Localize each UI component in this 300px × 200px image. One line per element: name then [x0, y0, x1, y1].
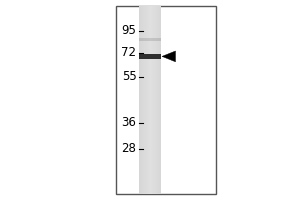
- Bar: [139, 141, 161, 144]
- Bar: [139, 166, 161, 169]
- Bar: [139, 106, 161, 109]
- Bar: [139, 169, 161, 172]
- Bar: [139, 68, 161, 72]
- Bar: [139, 50, 161, 53]
- Bar: [139, 9, 161, 12]
- Bar: [139, 18, 161, 22]
- Bar: [140, 6, 141, 194]
- Bar: [160, 6, 161, 194]
- Bar: [139, 172, 161, 175]
- Text: 36: 36: [122, 116, 136, 130]
- Bar: [139, 53, 161, 56]
- Bar: [139, 191, 161, 194]
- Bar: [139, 128, 161, 131]
- Bar: [150, 6, 151, 194]
- Bar: [156, 6, 157, 194]
- Bar: [139, 65, 161, 69]
- Bar: [154, 6, 156, 194]
- Bar: [139, 54, 161, 59]
- Bar: [139, 15, 161, 19]
- Bar: [139, 115, 161, 119]
- Bar: [139, 43, 161, 47]
- Bar: [139, 156, 161, 160]
- Bar: [139, 175, 161, 178]
- Bar: [146, 6, 147, 194]
- Bar: [159, 6, 160, 194]
- Text: 55: 55: [122, 71, 136, 84]
- Bar: [139, 112, 161, 116]
- Bar: [139, 21, 161, 25]
- Bar: [139, 40, 161, 44]
- Bar: [139, 6, 161, 9]
- Bar: [139, 34, 161, 37]
- Bar: [139, 31, 161, 34]
- Bar: [139, 137, 161, 141]
- Bar: [139, 125, 161, 128]
- Bar: [139, 119, 161, 122]
- Bar: [139, 75, 161, 78]
- Bar: [139, 162, 161, 166]
- Bar: [139, 28, 161, 31]
- Bar: [139, 6, 140, 194]
- Bar: [152, 6, 153, 194]
- Bar: [116, 6, 216, 194]
- Bar: [139, 181, 161, 185]
- Bar: [139, 147, 161, 150]
- Bar: [139, 97, 161, 100]
- Bar: [139, 12, 161, 15]
- Bar: [157, 6, 158, 194]
- Bar: [139, 90, 161, 94]
- Bar: [139, 144, 161, 147]
- Bar: [139, 153, 161, 156]
- Bar: [139, 38, 161, 41]
- Bar: [139, 78, 161, 81]
- Bar: [139, 62, 161, 66]
- Bar: [139, 134, 161, 138]
- Bar: [139, 178, 161, 181]
- Bar: [142, 6, 143, 194]
- Bar: [139, 59, 161, 62]
- Bar: [139, 37, 161, 40]
- Bar: [141, 6, 142, 194]
- Bar: [139, 103, 161, 106]
- Bar: [139, 150, 161, 153]
- Bar: [139, 47, 161, 50]
- Bar: [139, 159, 161, 163]
- Polygon shape: [162, 51, 175, 62]
- Bar: [139, 87, 161, 91]
- Bar: [139, 109, 161, 113]
- Bar: [139, 184, 161, 188]
- Bar: [139, 84, 161, 87]
- Bar: [139, 100, 161, 103]
- Text: 72: 72: [122, 46, 136, 60]
- Bar: [139, 188, 161, 191]
- Bar: [139, 25, 161, 28]
- Bar: [143, 6, 144, 194]
- Bar: [144, 6, 145, 194]
- Text: 28: 28: [122, 142, 136, 156]
- Bar: [139, 81, 161, 84]
- Bar: [158, 6, 159, 194]
- Bar: [147, 6, 148, 194]
- Bar: [149, 6, 150, 194]
- Bar: [139, 72, 161, 75]
- Bar: [151, 6, 152, 194]
- Bar: [148, 6, 149, 194]
- Bar: [139, 131, 161, 134]
- Bar: [139, 56, 161, 59]
- Bar: [139, 122, 161, 125]
- Text: 95: 95: [122, 24, 136, 38]
- Bar: [153, 6, 154, 194]
- Bar: [139, 94, 161, 97]
